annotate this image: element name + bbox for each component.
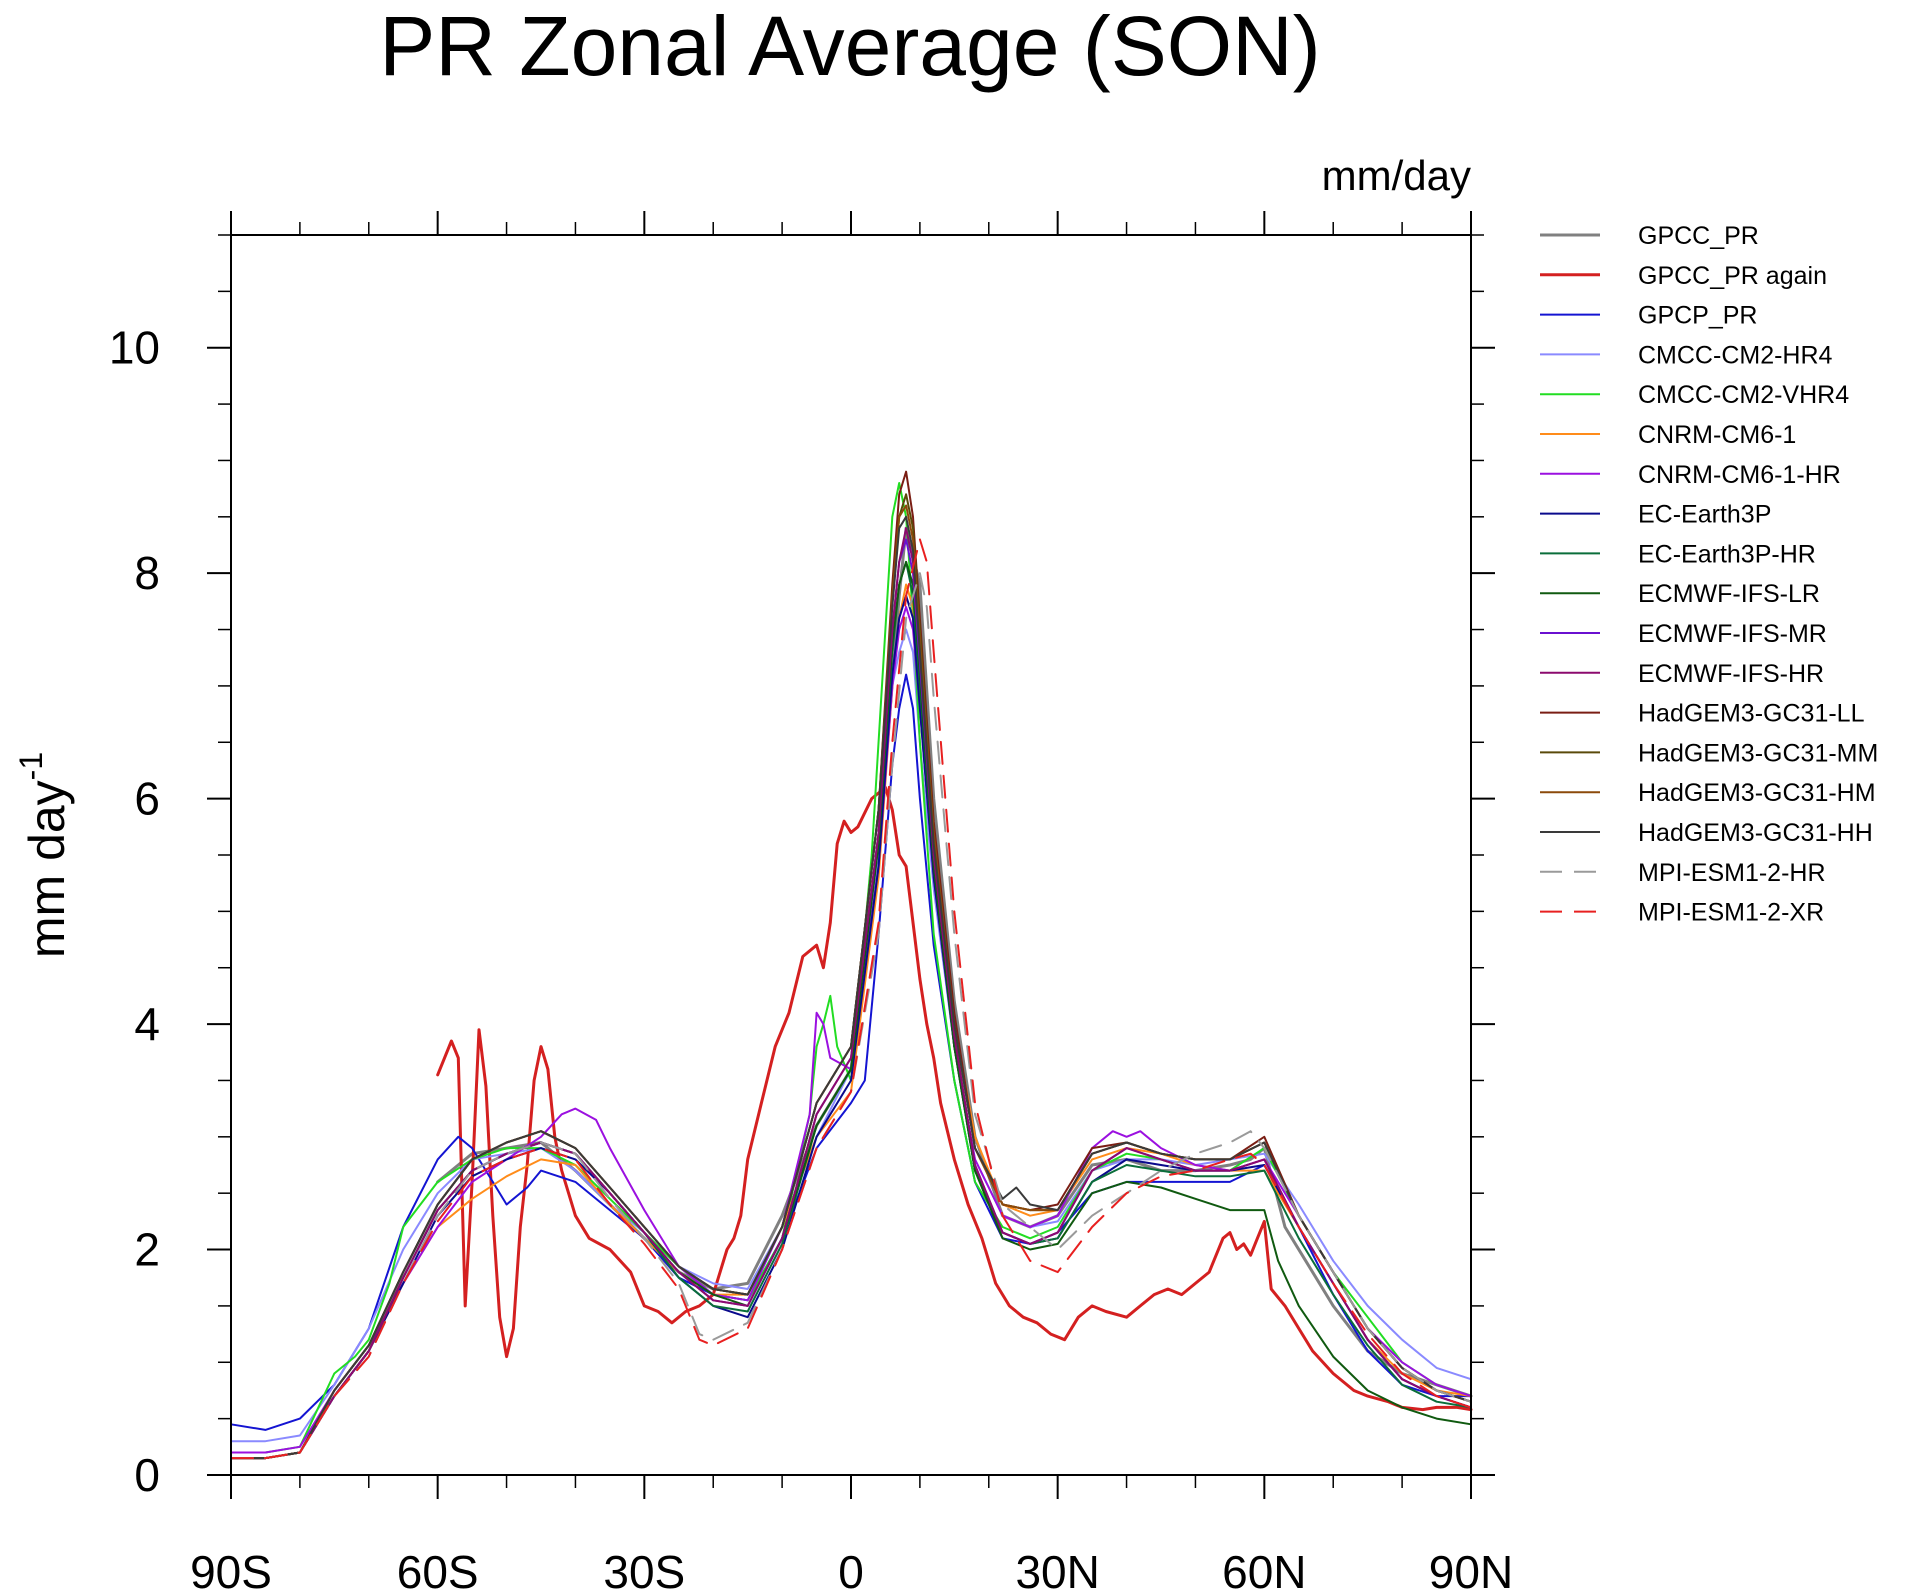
y-tick-label: 6 (134, 773, 160, 825)
series-line-mpi-esm1-2-hr (230, 572, 1472, 1460)
legend: GPCC_PR GPCC_PR again GPCP_PR CMCC-CM2-HR4 C… (1540, 222, 1878, 927)
series-line-hadgem3-gc31-ll (230, 470, 1472, 1460)
legend-label: HadGEM3-GC31-LL (1638, 700, 1865, 728)
y-tick-label: 0 (134, 1449, 160, 1501)
x-tick-label: 90N (1429, 1546, 1513, 1596)
y-axis-label-text: mm day (19, 780, 75, 958)
series-line-cmcc-cm2-hr4 (230, 628, 1472, 1443)
x-tick-label: 30N (1015, 1546, 1099, 1596)
x-tick-label: 0 (838, 1546, 864, 1596)
legend-label: CMCC-CM2-HR4 (1638, 341, 1833, 369)
legend-label: CNRM-CM6-1 (1638, 421, 1796, 449)
series-line-cnrm-cm6-1 (230, 583, 1472, 1460)
series-line-cnrm-cm6-1-hr (230, 606, 1472, 1454)
y-axis-label: mm day-1 (13, 752, 75, 958)
axis-ticks: 90S 60S 30S 0 30N 60N 90N 0 2 4 6 8 10 (109, 211, 1513, 1596)
legend-label: EC-Earth3P-HR (1638, 540, 1816, 568)
units-label: mm/day (1322, 152, 1471, 199)
chart-title: PR Zonal Average (SON) (379, 0, 1321, 93)
y-tick-label: 4 (134, 998, 160, 1050)
legend-label: ECMWF-IFS-HR (1638, 660, 1824, 688)
legend-label: ECMWF-IFS-LR (1638, 580, 1820, 608)
y-tick-label: 8 (134, 547, 160, 599)
x-tick-label: 60S (397, 1546, 479, 1596)
legend-label: HadGEM3-GC31-HH (1638, 819, 1873, 847)
series-line-ec-earth3p (230, 594, 1472, 1460)
legend-label: MPI-ESM1-2-XR (1638, 899, 1824, 927)
legend-label: MPI-ESM1-2-HR (1638, 859, 1826, 887)
legend-label: GPCC_PR again (1638, 262, 1827, 290)
x-tick-label: 90S (190, 1546, 272, 1596)
series-line-gpcc-pr-again (436, 785, 1473, 1412)
series-line-ec-earth3p-hr (230, 560, 1472, 1460)
plot-frame (230, 234, 1472, 1476)
x-tick-label: 30S (603, 1546, 685, 1596)
x-tick-label: 60N (1222, 1546, 1306, 1596)
series-line-ecmwf-ifs-hr (230, 527, 1472, 1460)
series-line-hadgem3-gc31-hh (230, 515, 1472, 1460)
y-axis-label-superscript: -1 (13, 752, 49, 780)
legend-label: CNRM-CM6-1-HR (1638, 461, 1841, 489)
svg-text:mm day-1: mm day-1 (13, 752, 75, 958)
legend-label: GPCP_PR (1638, 302, 1757, 330)
y-tick-label: 10 (109, 322, 160, 374)
legend-label: HadGEM3-GC31-MM (1638, 739, 1878, 767)
legend-label: EC-Earth3P (1638, 501, 1771, 529)
legend-label: GPCC_PR (1638, 222, 1759, 250)
legend-label: CMCC-CM2-VHR4 (1638, 381, 1849, 409)
series-line-ecmwf-ifs-mr (230, 538, 1472, 1460)
legend-label: ECMWF-IFS-MR (1638, 620, 1827, 648)
series-line-hadgem3-gc31-hm (230, 504, 1472, 1460)
legend-label: HadGEM3-GC31-HM (1638, 779, 1876, 807)
series-line-mpi-esm1-2-xr (230, 538, 1472, 1460)
series-layer (230, 470, 1473, 1460)
series-line-hadgem3-gc31-mm (230, 493, 1472, 1460)
series-line-ecmwf-ifs-lr (230, 560, 1472, 1460)
y-tick-label: 2 (134, 1224, 160, 1276)
